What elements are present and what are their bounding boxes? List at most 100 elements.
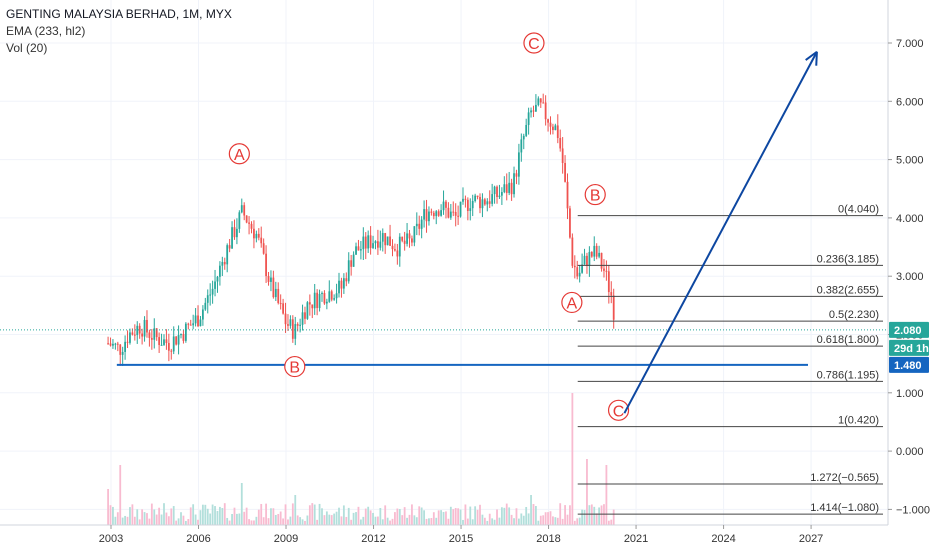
volume-bar	[345, 516, 348, 525]
volume-bar	[133, 516, 136, 525]
fib-label: 0.236(3.185)	[817, 253, 879, 265]
volume-bar	[491, 518, 494, 525]
candle-body	[150, 337, 153, 340]
volume-bar	[386, 517, 389, 525]
candle-body	[165, 339, 168, 343]
candle-body	[527, 112, 530, 125]
candle-body	[556, 125, 559, 139]
volume-bar	[532, 504, 535, 525]
fib-label: 0.618(1.800)	[817, 334, 879, 346]
volume-bar	[493, 519, 496, 525]
volume-bar	[335, 511, 338, 525]
candle-body	[138, 325, 141, 334]
volume-bar	[119, 465, 122, 525]
candle-body	[418, 223, 421, 229]
candle-body	[279, 303, 282, 305]
volume-bar	[418, 506, 421, 525]
volume-bar	[367, 506, 370, 525]
volume-bar	[525, 506, 528, 525]
candle-body	[396, 250, 399, 257]
candle-body	[425, 209, 428, 222]
candle-body	[119, 344, 122, 355]
volume-bar	[590, 504, 593, 525]
volume-bar	[430, 518, 433, 525]
arrow-head	[805, 50, 818, 61]
volume-bar	[274, 514, 277, 525]
volume-bar	[308, 505, 311, 525]
volume-bar	[505, 503, 508, 525]
candle-body	[483, 199, 486, 205]
symbol-title[interactable]: GENTING MALAYSIA BERHAD, 1M, MYX	[6, 7, 232, 21]
candle-body	[508, 182, 511, 193]
price-tick-label: 1.000	[896, 388, 924, 400]
candle-body	[595, 245, 598, 257]
candle-body	[338, 280, 340, 294]
wave-circle	[228, 143, 250, 165]
volume-bar	[517, 518, 520, 525]
candle-body	[141, 333, 144, 337]
candle-body	[124, 341, 126, 352]
volume-bar	[432, 512, 435, 525]
current-price-tag-bg	[889, 321, 929, 338]
volume-bar	[204, 504, 207, 525]
time-tick-label: 2015	[449, 533, 473, 545]
candle-body	[466, 199, 469, 211]
volume-bar	[209, 513, 212, 525]
support-price-tag: 1.480	[894, 360, 922, 372]
candle-body	[406, 233, 408, 244]
volume-bar	[330, 515, 333, 525]
candle-body	[457, 215, 460, 217]
volume-bar	[321, 508, 323, 525]
volume-bar	[136, 509, 139, 525]
candle-body	[369, 235, 372, 248]
volume-bar	[479, 504, 481, 525]
volume-bar	[459, 509, 462, 525]
candle-body	[605, 270, 608, 272]
volume-indicator-label[interactable]: Vol (20)	[6, 41, 48, 55]
volume-bar	[277, 513, 280, 525]
volume-bar	[197, 519, 199, 525]
candle-body	[112, 343, 114, 346]
candle-body	[411, 238, 413, 243]
volume-bar	[311, 503, 314, 525]
volume-bar	[605, 465, 608, 525]
candle-body	[333, 298, 336, 300]
candle-body	[586, 255, 588, 266]
candle-body	[211, 288, 214, 295]
candle-body	[607, 271, 610, 293]
volume-bar	[175, 520, 178, 525]
fib-label: 1.414(−1.080)	[810, 502, 879, 514]
candle-body	[459, 201, 462, 217]
volume-bar	[379, 507, 382, 525]
candle-body	[554, 125, 557, 131]
candle-body	[350, 260, 353, 267]
candle-body	[308, 302, 311, 305]
candle-body	[381, 233, 384, 242]
candle-body	[330, 291, 333, 300]
candle-body	[221, 261, 224, 266]
candle-body	[430, 211, 433, 213]
candle-body	[435, 211, 438, 217]
fib-levels: 0(4.040) 0.236(3.185) 0.382(2.655) 0.5(2.23…	[577, 204, 883, 515]
volume-bar	[544, 512, 547, 525]
volume-bar	[513, 518, 515, 525]
volume-bar	[289, 516, 292, 525]
candle-body	[116, 343, 119, 345]
candle-body	[287, 324, 289, 326]
volume-bar	[243, 511, 246, 525]
volume-bar	[301, 519, 304, 525]
candle-body	[437, 211, 440, 216]
volume-bar	[211, 504, 214, 525]
volume-bar	[500, 507, 503, 525]
candle-body	[313, 292, 316, 309]
volume-bar	[464, 504, 467, 525]
candle-body	[240, 205, 243, 213]
candle-body	[192, 323, 195, 326]
ema-indicator-label[interactable]: EMA (233, hl2)	[6, 24, 86, 38]
wave-label: B	[289, 360, 300, 377]
candle-body	[311, 304, 314, 309]
wave-label: C	[528, 36, 540, 53]
volume-bar	[403, 507, 406, 525]
candle-body	[323, 293, 326, 304]
